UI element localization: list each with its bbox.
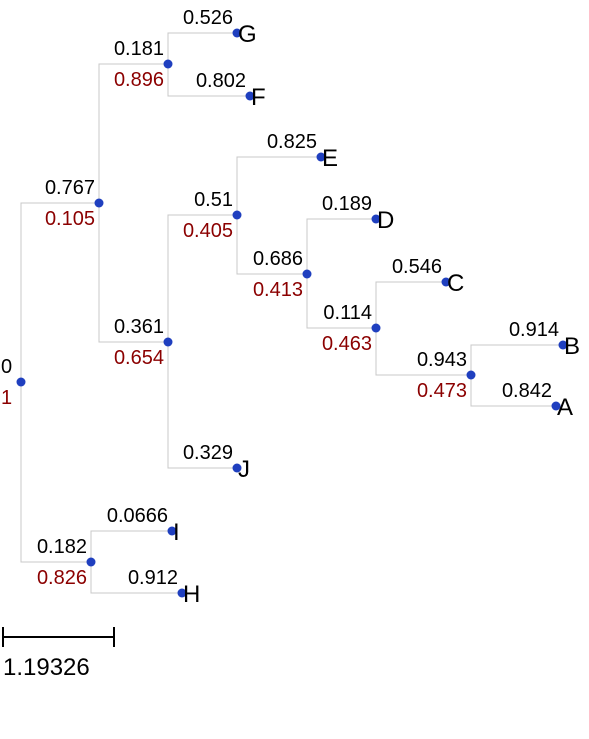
branch-length-label: 0.114 xyxy=(323,302,372,324)
leaf-node-D xyxy=(371,214,381,224)
branch-length-label: 0.189 xyxy=(322,193,372,215)
scale-bar-label: 1.19326 xyxy=(3,654,90,681)
leaf-label-H: H xyxy=(183,581,200,608)
internal-node-n6 xyxy=(371,323,381,333)
branch-A xyxy=(470,375,556,407)
branch-length-label: 0.842 xyxy=(502,380,552,402)
branch-length-label: 0.943 xyxy=(417,349,467,371)
branch-length-label: 0.767 xyxy=(45,177,95,199)
branch-F xyxy=(167,64,250,97)
leaf-node-I xyxy=(167,526,177,536)
internal-node-n8 xyxy=(86,557,96,567)
branch-length-label: 0.546 xyxy=(392,256,442,278)
support-label: 0.105 xyxy=(45,208,95,230)
branch-n6 xyxy=(306,274,376,329)
branch-C xyxy=(375,281,446,328)
branch-length-label: 0.0666 xyxy=(107,505,168,527)
support-label: 0.654 xyxy=(114,347,164,369)
support-label: 0.473 xyxy=(417,380,467,402)
scale-bar: 1.19326 xyxy=(2,627,115,681)
support-label: 0.405 xyxy=(183,220,233,242)
branch-n3 xyxy=(98,203,168,343)
leaf-label-D: D xyxy=(377,207,394,234)
leaf-label-C: C xyxy=(447,270,464,297)
support-label: 0.896 xyxy=(114,69,164,91)
leaf-node-G xyxy=(232,28,242,38)
leaf-label-E: E xyxy=(322,145,338,172)
branch-n5 xyxy=(236,215,307,275)
leaf-label-G: G xyxy=(238,21,257,48)
branch-length-label: 0.825 xyxy=(267,131,317,153)
branch-n1 xyxy=(20,202,99,382)
leaf-node-F xyxy=(245,91,255,101)
branch-E xyxy=(236,156,321,215)
branch-I xyxy=(90,530,172,562)
internal-node-n3 xyxy=(163,337,173,347)
internal-node-n2 xyxy=(163,59,173,69)
branch-n2 xyxy=(98,63,168,203)
internal-node-n7 xyxy=(466,370,476,380)
branch-length-label: 0.51 xyxy=(194,189,233,211)
branch-length-label: 0.526 xyxy=(183,7,233,29)
branch-length-label: 0.912 xyxy=(128,567,178,589)
branch-B xyxy=(470,344,563,375)
branch-J xyxy=(167,342,237,469)
branch-n7 xyxy=(375,328,471,376)
leaf-node-J xyxy=(232,463,242,473)
branch-H xyxy=(90,562,182,594)
internal-node-n5 xyxy=(302,269,312,279)
support-label: 0.463 xyxy=(322,333,372,355)
leaf-node-C xyxy=(441,277,451,287)
leaf-label-I: I xyxy=(173,519,180,546)
branch-length-label: 0.802 xyxy=(196,70,246,92)
tree-branches xyxy=(20,32,563,594)
leaf-node-B xyxy=(558,340,568,350)
leaf-node-H xyxy=(177,588,187,598)
leaf-node-A xyxy=(551,401,561,411)
internal-node-n1 xyxy=(94,198,104,208)
branch-n8 xyxy=(20,382,91,563)
branch-D xyxy=(306,218,376,274)
support-label: 1 xyxy=(1,387,12,409)
support-label: 0.826 xyxy=(37,567,87,589)
branch-length-label: 0.914 xyxy=(509,319,559,341)
tree-nodes xyxy=(16,28,568,598)
branch-length-label: 0 xyxy=(1,356,12,378)
internal-node-n4 xyxy=(232,210,242,220)
leaf-label-A: A xyxy=(557,394,573,421)
leaf-label-J: J xyxy=(238,456,250,483)
leaf-label-B: B xyxy=(564,333,580,360)
leaf-node-E xyxy=(316,152,326,162)
internal-node-root xyxy=(16,377,26,387)
branch-G xyxy=(167,32,237,64)
support-label: 0.413 xyxy=(253,279,303,301)
branch-length-label: 0.181 xyxy=(114,38,164,60)
leaf-label-F: F xyxy=(251,84,266,111)
branch-length-label: 0.361 xyxy=(114,316,164,338)
branch-n4 xyxy=(167,214,237,342)
branch-length-label: 0.182 xyxy=(37,536,87,558)
branch-length-label: 0.686 xyxy=(253,248,303,270)
branch-length-label: 0.329 xyxy=(183,442,233,464)
